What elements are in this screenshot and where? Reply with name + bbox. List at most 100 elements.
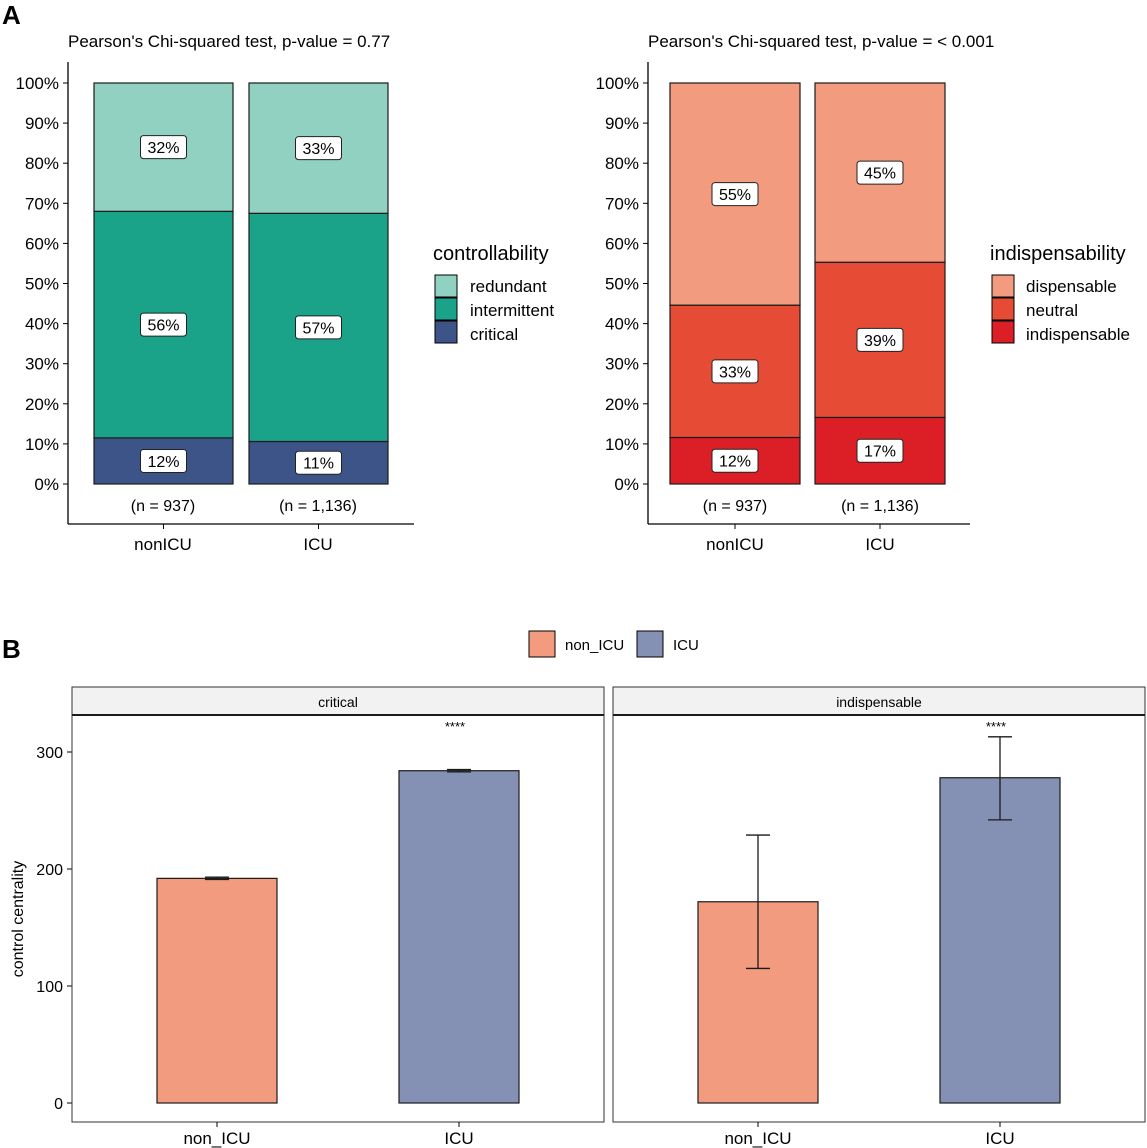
legend-key-redundant: [434, 274, 458, 298]
bar-non_ICU: [156, 877, 278, 1104]
y-tick-label: 0%: [34, 475, 59, 494]
y-tick-label: 200: [36, 862, 63, 879]
y-tick-label: 60%: [605, 234, 639, 253]
bar-ICU: [398, 770, 520, 1104]
y-tick-label: 90%: [605, 114, 639, 133]
data-label-intermittent: 56%: [147, 318, 179, 335]
panel-a-right-chart: Pearson's Chi-squared test, p-value = < …: [596, 32, 1130, 554]
y-tick-label: 30%: [605, 355, 639, 374]
x-label-non-icu-indispensable: non_ICU: [724, 1129, 791, 1148]
legend-key-non-icu: [528, 630, 556, 658]
data-label-dispensable: 45%: [864, 166, 896, 183]
x-label-nonicu-a1: nonICU: [134, 535, 192, 554]
x-label-icu-a2: ICU: [865, 535, 894, 554]
facet-title-critical: critical: [318, 694, 358, 710]
y-ticks-b: 0 100 200 300: [36, 745, 72, 1113]
axes-a1: [67, 62, 414, 529]
data-label-critical: 11%: [303, 456, 334, 473]
legend-label-indispensable: indispensable: [1026, 325, 1130, 344]
y-tick-label: 20%: [605, 395, 639, 414]
y-tick-label: 80%: [605, 154, 639, 173]
data-label-box-intermittent: [140, 312, 187, 337]
legend-title-indispensability: indispensability: [990, 243, 1126, 265]
data-label-box-intermittent: [295, 315, 342, 340]
data-label-box-neutral: [711, 359, 759, 384]
y-tick-label: 20%: [25, 395, 59, 414]
bars-critical: [156, 768, 520, 1127]
legend-title-controllability: controllability: [433, 243, 549, 265]
y-tick-label: 300: [36, 745, 63, 762]
axes-a2: [647, 62, 970, 529]
y-tick-label: 10%: [25, 435, 59, 454]
legend-label-redundant: redundant: [470, 277, 547, 296]
y-tick-label: 100%: [16, 74, 59, 93]
n-label-icu-a1: (n = 1,136): [279, 498, 357, 515]
facet-indispensable: indispensable non_ICU ICU ****: [612, 686, 1146, 1148]
data-label-indispensable: 12%: [719, 454, 751, 471]
data-label-neutral: 33%: [719, 364, 751, 381]
data-label-redundant: 32%: [147, 140, 179, 157]
data-label-box-dispensable: [856, 160, 904, 185]
x-label-icu-critical: ICU: [444, 1129, 473, 1148]
x-label-non-icu-critical: non_ICU: [183, 1129, 250, 1148]
bar-ICU: [939, 777, 1061, 1104]
legend-controllability: controllability redundant intermittent c…: [433, 243, 554, 344]
chart-title-controllability: Pearson's Chi-squared test, p-value = 0.…: [68, 32, 390, 51]
legend-key-critical: [434, 320, 458, 344]
y-tick-label: 30%: [25, 355, 59, 374]
y-tick-label: 70%: [605, 194, 639, 213]
n-label-icu-a2: (n = 1,136): [841, 498, 919, 515]
facet-critical: critical non_ICU ICU ****: [71, 686, 605, 1148]
legend-label-non-icu: non_ICU: [565, 637, 624, 654]
y-tick-label: 80%: [25, 154, 59, 173]
legend-label-intermittent: intermittent: [470, 301, 554, 320]
data-label-critical: 12%: [147, 454, 179, 471]
y-tick-label: 10%: [605, 435, 639, 454]
data-label-indispensable: 17%: [864, 444, 896, 461]
data-label-box-redundant: [295, 136, 342, 161]
data-label-redundant: 33%: [302, 141, 334, 158]
data-label-neutral: 39%: [864, 333, 896, 350]
legend-key-intermittent: [434, 297, 458, 321]
n-label-nonicu-a1: (n = 937): [131, 498, 195, 515]
data-label-box-critical: [295, 450, 342, 475]
legend-key-icu: [636, 630, 664, 658]
y-axis-label: control centrality: [10, 861, 27, 978]
data-label-dispensable: 55%: [719, 187, 751, 204]
y-tick-label: 100%: [596, 74, 639, 93]
legend-label-dispensable: dispensable: [1026, 277, 1117, 296]
bars-a1: 12% 56% 32% 11% 57% 33%: [93, 82, 389, 485]
facet-strip-critical: [71, 686, 605, 716]
legend-key-indispensable: [991, 320, 1015, 344]
data-label-box-critical: [140, 448, 187, 473]
panel-b-chart: B non_ICU ICU control centrality 0 100 200…: [2, 630, 1146, 1148]
legend-key-dispensable: [991, 274, 1015, 298]
panel-a-label: A: [2, 0, 21, 30]
panel-b-label: B: [2, 634, 21, 664]
data-label-box-indispensable: [711, 448, 759, 473]
n-label-nonicu-a2: (n = 937): [703, 498, 767, 515]
data-label-box-indispensable: [856, 438, 904, 463]
y-tick-label: 50%: [25, 275, 59, 294]
x-label-icu-a1: ICU: [303, 535, 332, 554]
facet-panel-border-critical: [71, 714, 605, 1123]
legend-group: non_ICU ICU: [528, 630, 699, 658]
x-label-nonicu-a2: nonICU: [706, 535, 764, 554]
y-tick-label: 40%: [605, 315, 639, 334]
data-label-box-dispensable: [711, 182, 759, 207]
data-label-box-redundant: [140, 135, 187, 160]
bars-a2: 12% 33% 55% 17% 39% 45%: [669, 82, 946, 485]
facet-title-indispensable: indispensable: [836, 694, 922, 710]
y-tick-label: 70%: [25, 194, 59, 213]
y-ticks-a1: 0% 10% 20% 30% 40% 50% 60% 70% 80% 90% 100%: [16, 74, 68, 494]
legend-indispensability: indispensability dispensable neutral ind…: [990, 243, 1130, 344]
y-tick-label: 100: [36, 979, 63, 996]
y-tick-label: 0%: [614, 475, 639, 494]
data-label-box-neutral: [856, 327, 904, 352]
facet-panel-border-indispensable: [612, 714, 1146, 1123]
legend-key-neutral: [991, 297, 1015, 321]
legend-label-icu: ICU: [673, 637, 699, 654]
y-tick-label: 0: [54, 1096, 63, 1113]
bars-indispensable: [697, 736, 1061, 1127]
